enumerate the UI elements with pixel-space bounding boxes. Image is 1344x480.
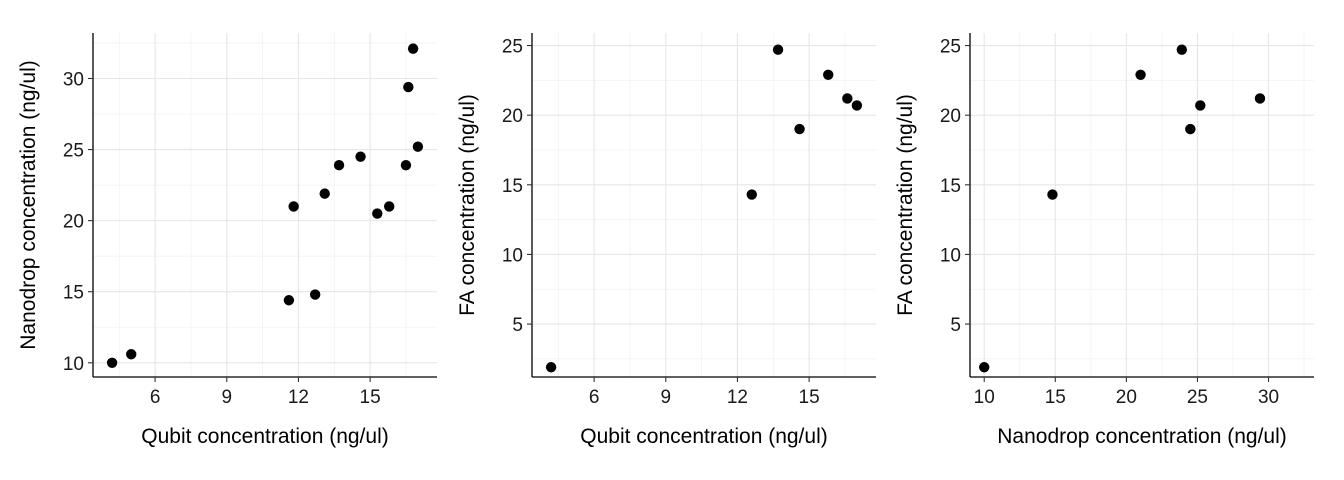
y-tick-label: 15 <box>63 283 84 304</box>
x-tick-label: 9 <box>660 387 671 408</box>
data-point <box>746 189 757 200</box>
y-tick-label: 25 <box>940 37 961 58</box>
y-tick-label: 15 <box>940 176 961 197</box>
panel-qubit-vs-nanodrop: 6 9 12 15 10 15 20 25 30 Qubit concentration (ng/… <box>17 33 437 448</box>
x-tick-label: 25 <box>1187 387 1208 408</box>
data-point <box>283 295 295 306</box>
y-tick-label: 20 <box>63 212 84 233</box>
x-tick-label: 15 <box>799 387 820 408</box>
data-point <box>1047 189 1058 200</box>
x-tick-label: 6 <box>150 387 161 408</box>
data-point <box>979 362 990 373</box>
y-axis-title: FA concentration (ng/ul) <box>894 94 917 316</box>
data-points <box>545 44 863 373</box>
data-point <box>106 357 118 368</box>
y-axis-title: Nanodrop concentration (ng/ul) <box>17 60 40 350</box>
y-tick-label: 5 <box>950 315 961 336</box>
data-points <box>979 44 1266 373</box>
data-point <box>1176 44 1188 55</box>
data-point <box>309 289 321 300</box>
x-tick-label: 9 <box>221 387 232 408</box>
panel-qubit-vs-fa: 6 9 12 15 5 10 15 20 25 Qubit concentration (ng/u… <box>456 33 876 448</box>
x-tick-label: 15 <box>360 387 381 408</box>
y-tick-label: 25 <box>502 37 523 58</box>
data-point <box>1185 123 1196 135</box>
y-tick-label: 15 <box>502 176 523 197</box>
data-point <box>319 188 330 199</box>
data-point <box>1254 93 1266 104</box>
data-point <box>545 362 557 373</box>
data-point <box>1195 100 1206 111</box>
y-tick-label: 20 <box>502 106 523 127</box>
panel-nanodrop-vs-fa: 10 15 20 25 30 5 10 15 20 25 Nanodrop concentratio… <box>894 33 1314 448</box>
data-point <box>288 201 299 212</box>
data-point <box>400 159 412 171</box>
y-tick-label: 5 <box>512 315 523 336</box>
x-tick-label: 15 <box>1045 387 1066 408</box>
x-tick-label: 12 <box>288 387 309 408</box>
y-tick-label: 10 <box>63 354 84 375</box>
data-point <box>355 151 366 162</box>
data-point <box>772 44 784 55</box>
x-tick-label: 10 <box>974 387 995 408</box>
data-point <box>403 81 414 93</box>
x-axis-title: Nanodrop concentration (ng/ul) <box>997 425 1287 448</box>
y-tick-label: 25 <box>63 141 84 162</box>
x-tick-label: 30 <box>1258 387 1279 408</box>
data-point <box>794 123 805 135</box>
y-tick-label: 10 <box>502 245 523 266</box>
data-point <box>412 141 424 152</box>
y-tick-label: 20 <box>940 106 961 127</box>
data-point <box>372 208 383 219</box>
data-points <box>106 43 424 368</box>
x-tick-label: 20 <box>1116 387 1137 408</box>
x-tick-label: 12 <box>727 387 748 408</box>
data-point <box>407 43 419 54</box>
data-point <box>333 159 345 171</box>
data-point <box>126 349 137 360</box>
y-axis-title: FA concentration (ng/ul) <box>456 94 479 316</box>
y-tick-label: 10 <box>940 245 961 266</box>
gridlines <box>532 33 876 377</box>
y-tick-label: 30 <box>63 69 84 90</box>
x-axis-title: Qubit concentration (ng/ul) <box>580 425 827 448</box>
data-point <box>851 100 863 111</box>
data-point <box>842 93 853 104</box>
data-point <box>384 201 395 212</box>
data-point <box>1135 69 1146 80</box>
data-point <box>823 69 834 80</box>
gridlines <box>970 33 1314 377</box>
x-axis-title: Qubit concentration (ng/ul) <box>141 425 388 448</box>
x-tick-label: 6 <box>589 387 600 408</box>
